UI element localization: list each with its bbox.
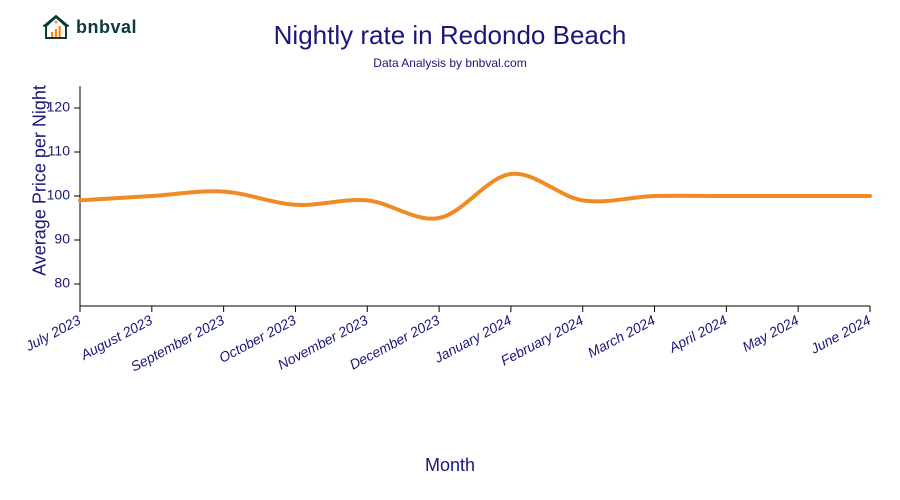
y-tick-label: 90 bbox=[54, 231, 70, 247]
y-tick-label: 100 bbox=[47, 187, 71, 203]
x-tick-label: June 2024 bbox=[807, 312, 873, 357]
y-ticks: 80 90 100 110 120 bbox=[47, 99, 80, 291]
y-tick-label: 120 bbox=[47, 99, 71, 115]
y-tick-label: 110 bbox=[48, 143, 71, 159]
x-ticks: July 2023August 2023September 2023Octobe… bbox=[22, 306, 873, 375]
y-tick-label: 80 bbox=[54, 275, 70, 291]
x-tick-label: February 2024 bbox=[498, 312, 586, 369]
x-tick-label: May 2024 bbox=[740, 312, 802, 355]
line-chart: 80 90 100 110 120 July 2023August 2023Septem… bbox=[0, 0, 900, 500]
x-tick-label: March 2024 bbox=[585, 312, 658, 361]
x-tick-label: July 2023 bbox=[22, 312, 83, 355]
x-tick-label: April 2024 bbox=[665, 312, 729, 356]
data-series-line bbox=[80, 174, 870, 219]
